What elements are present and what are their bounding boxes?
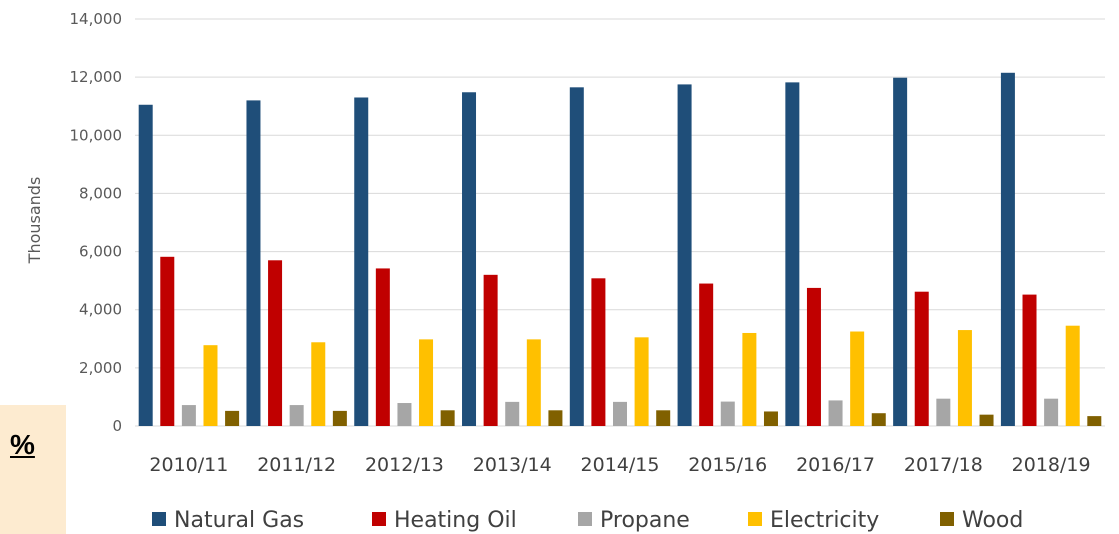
bar-heating-oil — [806, 287, 821, 426]
bar-propane — [1044, 398, 1059, 426]
bar-wood — [332, 410, 347, 426]
bars — [138, 72, 1102, 427]
bar-heating-oil — [914, 291, 929, 426]
bar-heating-oil — [375, 268, 390, 426]
legend-swatch — [748, 512, 762, 526]
y-tick-label: 8,000 — [79, 184, 122, 202]
side-note-box: % — [0, 405, 66, 534]
bar-propane — [181, 405, 196, 426]
side-note-text: % — [10, 429, 35, 460]
y-axis-ticks: 0 2,000 4,000 6,000 8,000 10,000 12,000 14,000 — [70, 10, 123, 435]
x-tick-label: 2018/19 — [1012, 454, 1091, 476]
y-tick-label: 0 — [112, 417, 122, 435]
x-tick-label: 2014/15 — [581, 454, 660, 476]
legend-swatch — [578, 512, 592, 526]
x-tick-label: 2011/12 — [257, 454, 336, 476]
bar-electricity — [203, 345, 218, 426]
bar-propane — [505, 401, 520, 426]
bar-heating-oil — [591, 278, 606, 426]
y-tick-label: 14,000 — [70, 10, 123, 28]
x-axis-labels: 2010/11 2011/12 2012/13 2013/14 2014/15 2015/… — [149, 454, 1090, 476]
y-tick-label: 12,000 — [70, 68, 123, 86]
bar-wood — [440, 410, 455, 426]
x-tick-label: 2015/16 — [688, 454, 767, 476]
bar-natural-gas — [354, 97, 369, 426]
bar-electricity — [526, 339, 541, 426]
bar-electricity — [850, 331, 865, 426]
bar-propane — [613, 401, 627, 426]
x-tick-label: 2016/17 — [796, 454, 875, 476]
bar-wood — [871, 413, 886, 426]
bar-electricity — [311, 342, 326, 426]
bar-natural-gas — [569, 87, 584, 426]
legend-label: Wood — [962, 508, 1023, 533]
bar-propane — [828, 400, 843, 426]
bar-electricity — [634, 337, 649, 426]
bar-heating-oil — [160, 256, 175, 426]
bar-natural-gas — [462, 92, 477, 426]
y-tick-label: 6,000 — [79, 243, 122, 261]
bar-electricity — [1065, 325, 1080, 426]
bar-electricity — [419, 339, 434, 426]
bar-propane — [289, 405, 304, 426]
bar-natural-gas — [138, 104, 153, 426]
bar-heating-oil — [699, 283, 714, 426]
x-tick-label: 2012/13 — [365, 454, 444, 476]
bar-wood — [225, 410, 240, 426]
bar-wood — [1087, 416, 1102, 426]
legend-label: Electricity — [770, 508, 879, 533]
bar-natural-gas — [246, 100, 261, 427]
bar-wood — [548, 410, 563, 426]
x-tick-label: 2013/14 — [473, 454, 552, 476]
bar-natural-gas — [785, 82, 800, 426]
legend-label: Natural Gas — [174, 508, 304, 533]
legend-swatch — [152, 512, 166, 526]
y-tick-label: 10,000 — [70, 126, 123, 144]
bar-wood — [763, 411, 778, 426]
bar-electricity — [957, 330, 972, 426]
y-tick-label: 2,000 — [79, 359, 122, 377]
bar-natural-gas — [893, 77, 908, 426]
y-axis-title: Thousands — [25, 177, 44, 265]
x-tick-label: 2010/11 — [149, 454, 228, 476]
gridlines — [135, 18, 1105, 427]
bar-heating-oil — [483, 274, 498, 426]
y-tick-label: 4,000 — [79, 301, 122, 319]
x-tick-label: 2017/18 — [904, 454, 983, 476]
legend-swatch — [372, 512, 386, 526]
legend-swatch — [940, 512, 954, 526]
bar-propane — [720, 401, 735, 426]
legend-label: Heating Oil — [394, 508, 517, 533]
legend: Natural Gas Heating Oil Propane Electricity… — [152, 508, 1023, 533]
bar-wood — [656, 410, 671, 426]
bar-heating-oil — [268, 260, 283, 426]
bar-propane — [397, 403, 412, 426]
legend-label: Propane — [600, 508, 690, 533]
bar-electricity — [742, 332, 757, 426]
bar-propane — [936, 398, 951, 426]
bar-natural-gas — [1000, 72, 1015, 427]
bar-natural-gas — [677, 84, 692, 427]
bar-heating-oil — [1022, 294, 1037, 426]
bar-wood — [979, 414, 994, 426]
